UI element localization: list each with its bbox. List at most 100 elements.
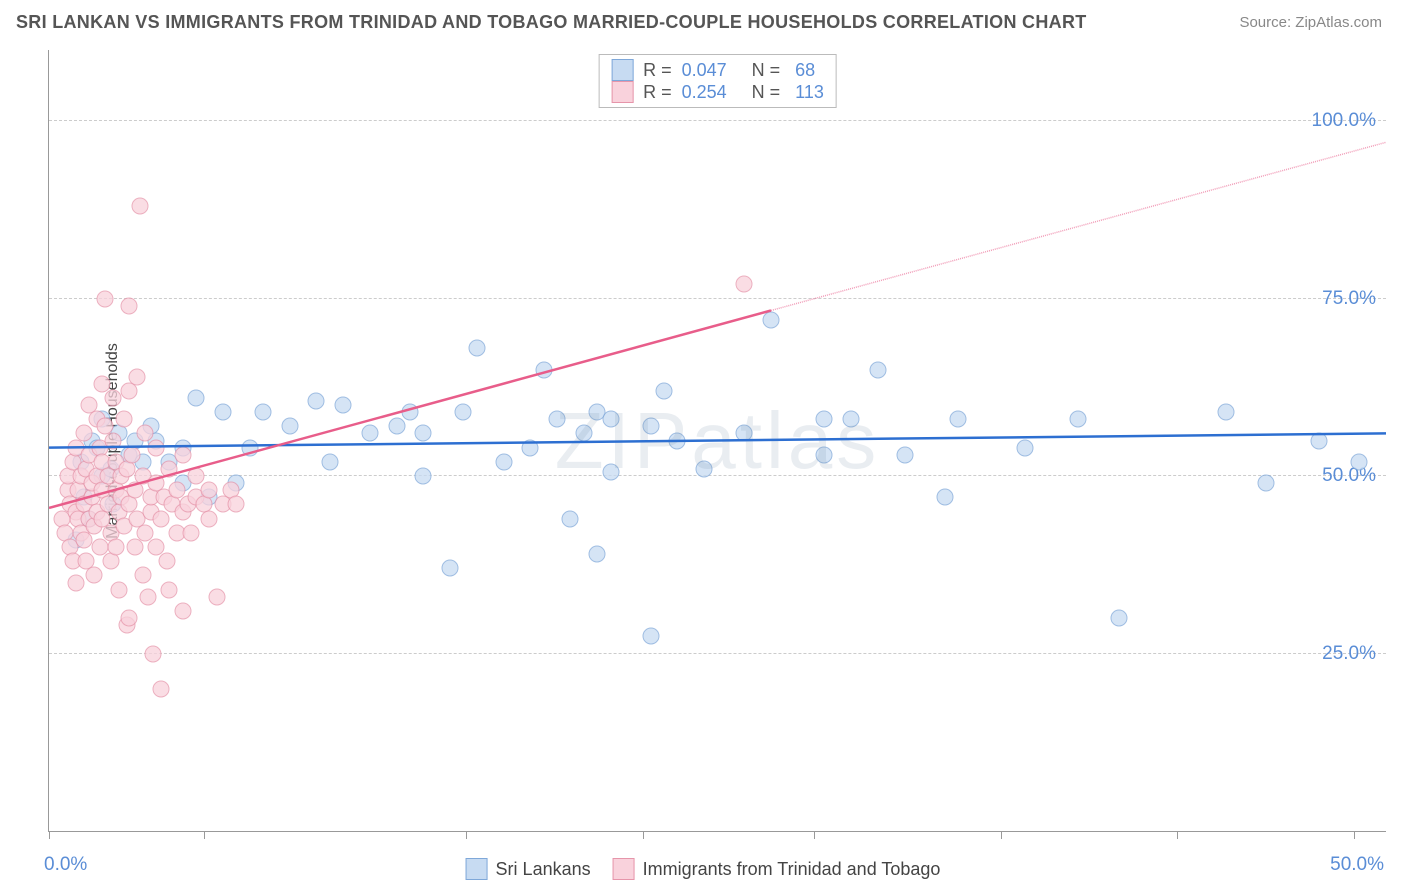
scatter-point bbox=[214, 404, 231, 421]
legend-swatch bbox=[613, 858, 635, 880]
x-tick bbox=[466, 831, 467, 839]
scatter-point bbox=[495, 453, 512, 470]
scatter-point bbox=[1070, 411, 1087, 428]
scatter-point bbox=[126, 539, 143, 556]
scatter-point bbox=[228, 496, 245, 513]
scatter-point bbox=[896, 446, 913, 463]
scatter-point bbox=[388, 418, 405, 435]
x-tick bbox=[1001, 831, 1002, 839]
scatter-point bbox=[1110, 610, 1127, 627]
x-tick bbox=[814, 831, 815, 839]
scatter-point bbox=[147, 439, 164, 456]
scatter-point bbox=[656, 382, 673, 399]
scatter-point bbox=[145, 645, 162, 662]
scatter-point bbox=[129, 368, 146, 385]
scatter-point bbox=[1257, 475, 1274, 492]
source-label: Source: ZipAtlas.com bbox=[1239, 14, 1382, 31]
gridline bbox=[49, 298, 1386, 299]
scatter-point bbox=[335, 397, 352, 414]
scatter-point bbox=[642, 627, 659, 644]
chart-title: SRI LANKAN VS IMMIGRANTS FROM TRINIDAD A… bbox=[16, 12, 1087, 33]
scatter-point bbox=[549, 411, 566, 428]
scatter-point bbox=[123, 446, 140, 463]
scatter-point bbox=[131, 198, 148, 215]
scatter-point bbox=[107, 539, 124, 556]
scatter-point bbox=[669, 432, 686, 449]
scatter-point bbox=[736, 276, 753, 293]
series-name: Immigrants from Trinidad and Tobago bbox=[643, 859, 941, 880]
scatter-point bbox=[161, 581, 178, 598]
scatter-point bbox=[254, 404, 271, 421]
scatter-point bbox=[105, 432, 122, 449]
scatter-point bbox=[182, 524, 199, 541]
legend-r-value: 0.047 bbox=[682, 60, 742, 81]
scatter-point bbox=[115, 411, 132, 428]
scatter-point bbox=[575, 425, 592, 442]
series-legend: Sri Lankans Immigrants from Trinidad and … bbox=[466, 858, 941, 880]
scatter-point bbox=[642, 418, 659, 435]
y-tick-label: 75.0% bbox=[1322, 288, 1376, 310]
scatter-point bbox=[816, 446, 833, 463]
legend-swatch bbox=[611, 81, 633, 103]
y-tick-label: 50.0% bbox=[1322, 465, 1376, 487]
scatter-point bbox=[401, 404, 418, 421]
legend-n-value: 68 bbox=[790, 60, 815, 81]
scatter-point bbox=[415, 468, 432, 485]
scatter-point bbox=[201, 482, 218, 499]
scatter-point bbox=[936, 489, 953, 506]
legend-r-label: R = bbox=[643, 82, 672, 103]
scatter-point bbox=[86, 567, 103, 584]
scatter-point bbox=[308, 393, 325, 410]
scatter-point bbox=[562, 510, 579, 527]
scatter-point bbox=[174, 446, 191, 463]
scatter-point bbox=[522, 439, 539, 456]
x-axis-min-label: 0.0% bbox=[44, 854, 87, 876]
scatter-point bbox=[843, 411, 860, 428]
scatter-point bbox=[97, 290, 114, 307]
legend-r-label: R = bbox=[643, 60, 672, 81]
scatter-point bbox=[816, 411, 833, 428]
x-tick bbox=[1177, 831, 1178, 839]
plot-area: Married-couple Households ZIPatlas R =0.… bbox=[48, 50, 1386, 832]
gridline bbox=[49, 653, 1386, 654]
scatter-point bbox=[321, 453, 338, 470]
scatter-point bbox=[158, 553, 175, 570]
legend-n-label: N = bbox=[752, 60, 781, 81]
scatter-point bbox=[75, 531, 92, 548]
y-tick-label: 100.0% bbox=[1312, 110, 1376, 132]
scatter-point bbox=[869, 361, 886, 378]
legend-row: R =0.254N = 113 bbox=[611, 81, 824, 103]
correlation-legend: R = 0.047 N = 68R = 0.254 N = 113 bbox=[598, 54, 837, 108]
x-tick bbox=[49, 831, 50, 839]
scatter-point bbox=[121, 297, 138, 314]
scatter-point bbox=[201, 510, 218, 527]
scatter-point bbox=[139, 588, 156, 605]
legend-r-value: 0.254 bbox=[682, 82, 742, 103]
x-tick bbox=[643, 831, 644, 839]
scatter-point bbox=[1217, 404, 1234, 421]
scatter-point bbox=[67, 574, 84, 591]
gridline bbox=[49, 120, 1386, 121]
scatter-point bbox=[361, 425, 378, 442]
legend-row: R = 0.047 N = 68 bbox=[611, 59, 824, 81]
scatter-point bbox=[602, 464, 619, 481]
scatter-point bbox=[696, 460, 713, 477]
scatter-point bbox=[468, 340, 485, 357]
scatter-point bbox=[950, 411, 967, 428]
scatter-point bbox=[455, 404, 472, 421]
scatter-point bbox=[105, 389, 122, 406]
series-name: Sri Lankans bbox=[496, 859, 591, 880]
legend-n-value: 113 bbox=[790, 82, 824, 103]
scatter-point bbox=[241, 439, 258, 456]
scatter-point bbox=[161, 460, 178, 477]
scatter-point bbox=[1311, 432, 1328, 449]
scatter-point bbox=[174, 602, 191, 619]
scatter-point bbox=[535, 361, 552, 378]
scatter-point bbox=[188, 389, 205, 406]
x-axis-max-label: 50.0% bbox=[1330, 854, 1384, 876]
scatter-point bbox=[736, 425, 753, 442]
scatter-point bbox=[442, 560, 459, 577]
scatter-point bbox=[188, 468, 205, 485]
legend-swatch bbox=[466, 858, 488, 880]
scatter-point bbox=[1351, 453, 1368, 470]
